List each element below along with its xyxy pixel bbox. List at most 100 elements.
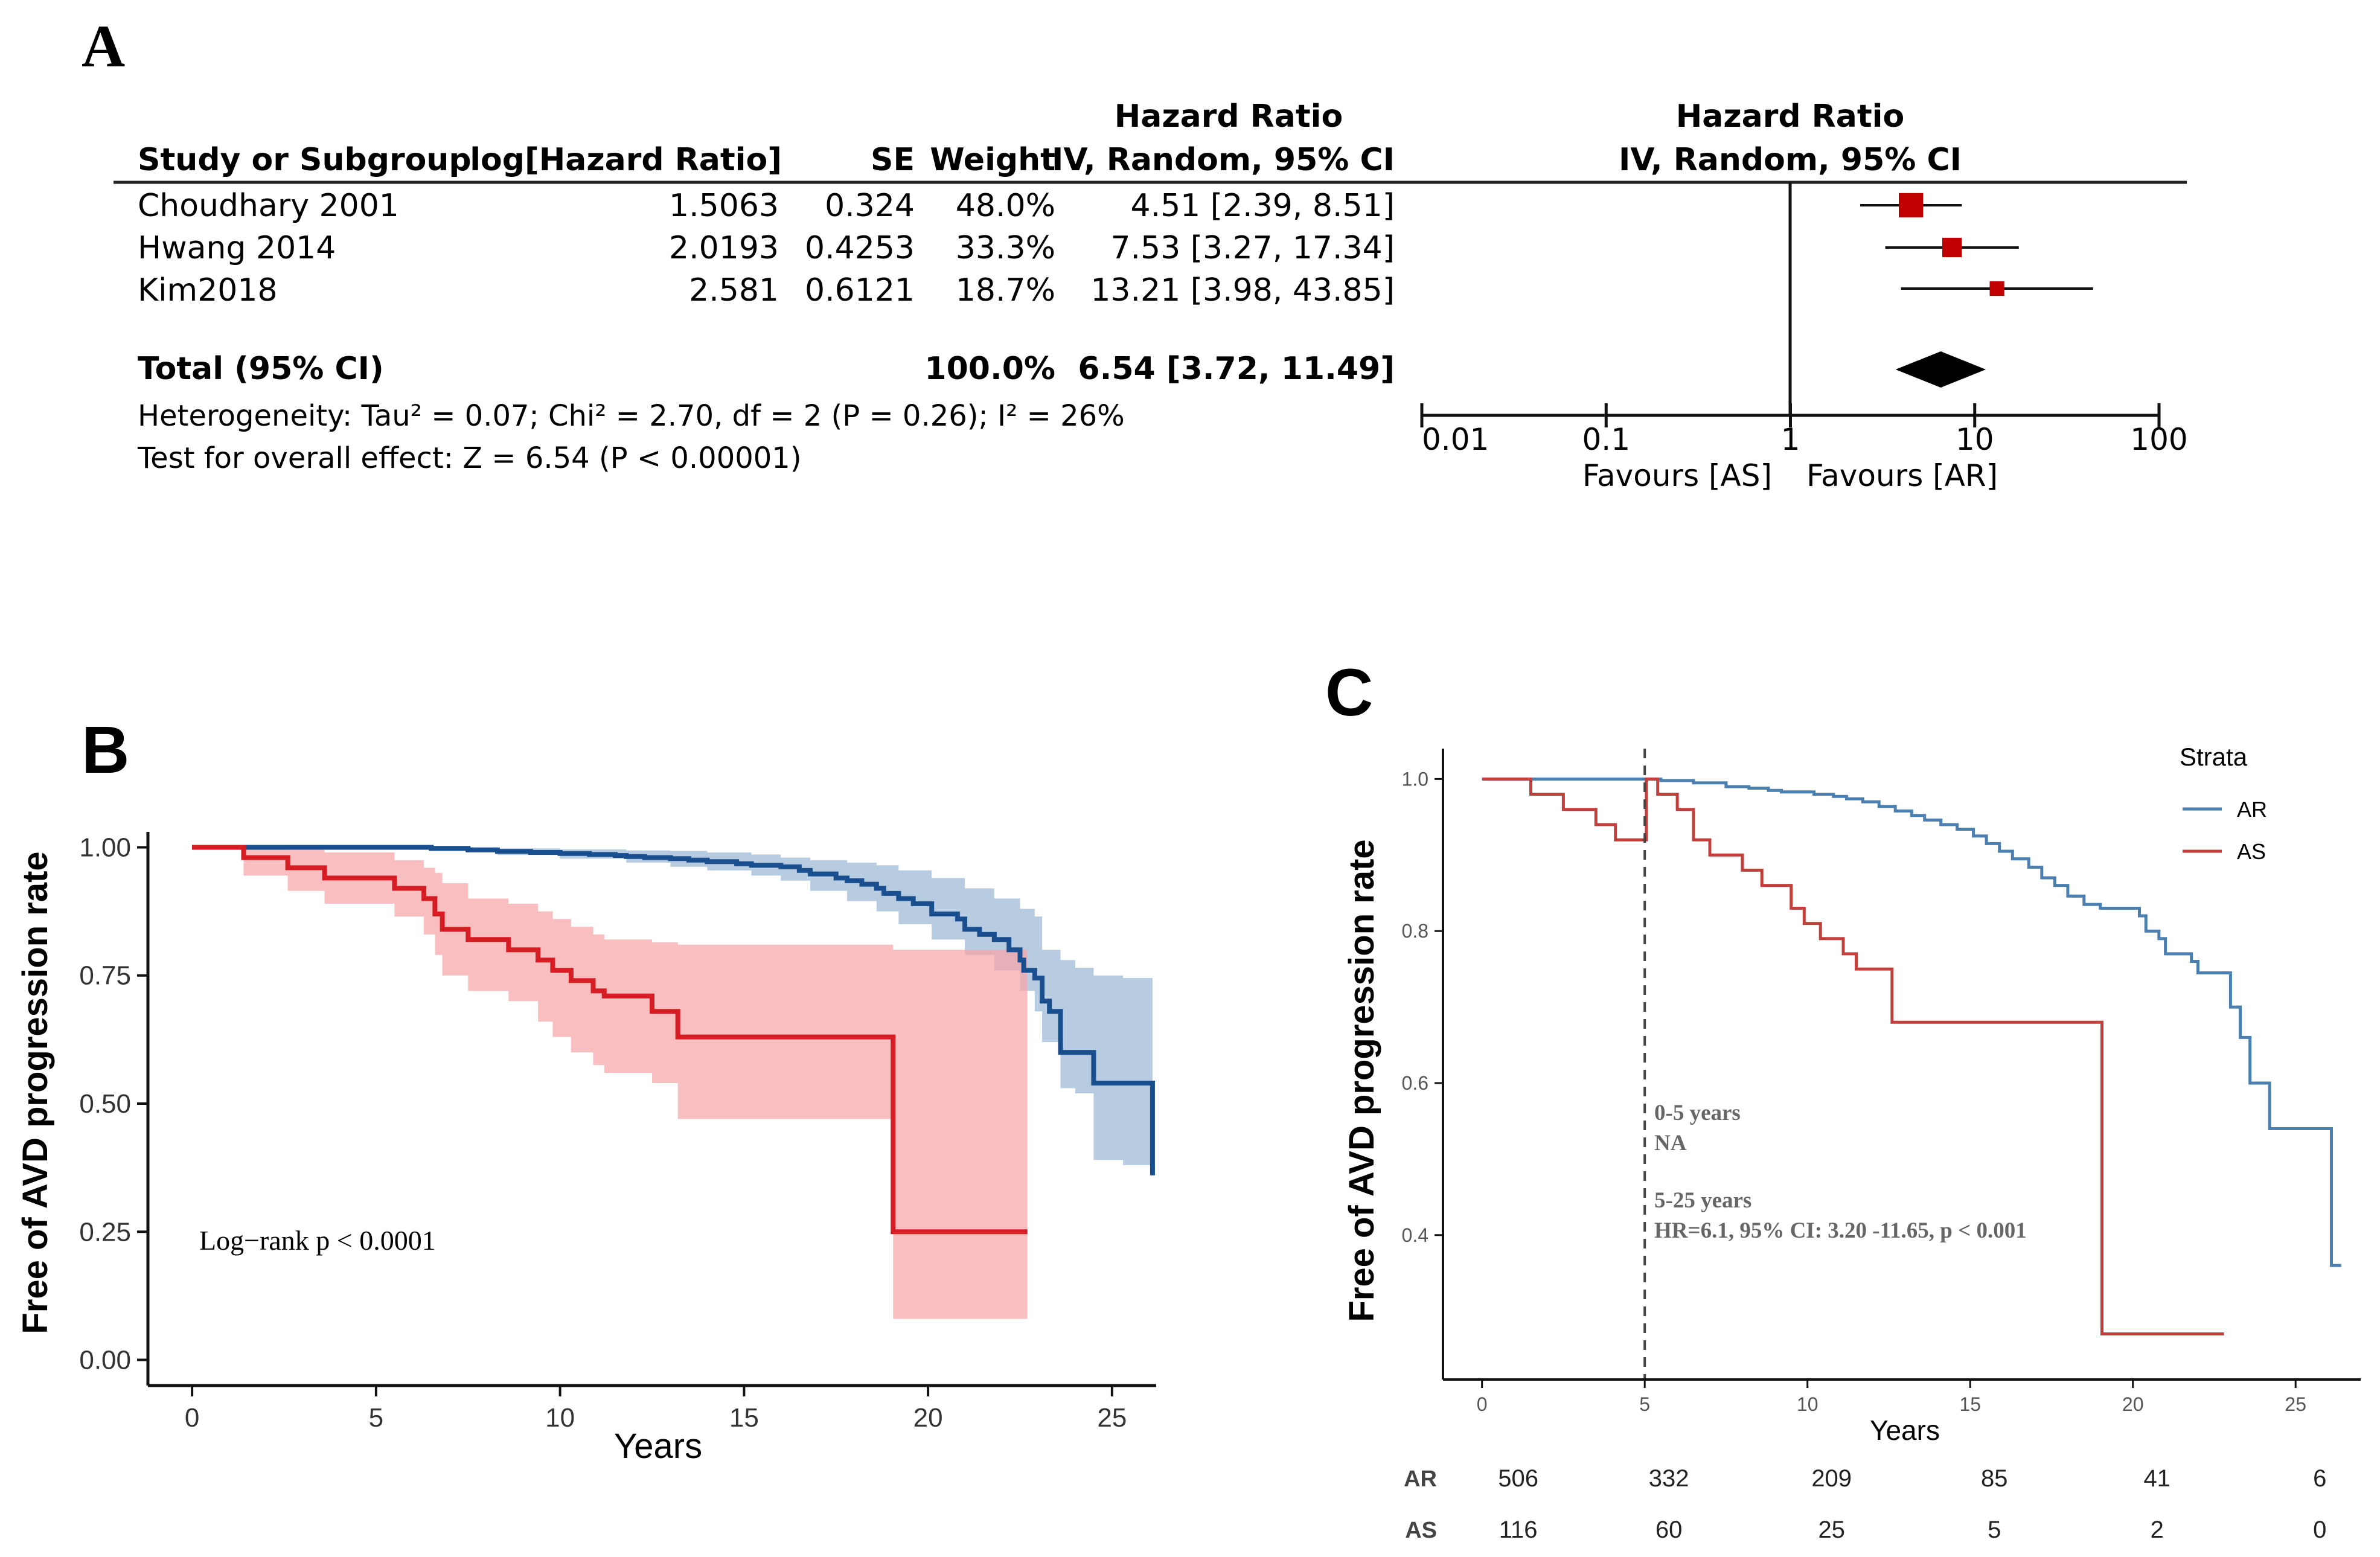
risk-count-as: 116 — [1499, 1517, 1538, 1543]
risk-count-ar: 209 — [1811, 1465, 1852, 1492]
risk-count-ar: 332 — [1649, 1465, 1689, 1492]
risk-count-as: 60 — [1655, 1517, 1683, 1543]
km-curve-ar — [1482, 777, 2341, 1267]
forest-row: Kim2018 2.581 0.6121 18.7% 13.21 [3.98, … — [138, 272, 1395, 309]
hr-group-title-left: Hazard Ratio — [1115, 98, 1343, 135]
c-x-tick-label: 15 — [1959, 1393, 1981, 1415]
b-y-tick-label: 1.00 — [79, 833, 131, 862]
study-weight: 48.0% — [956, 188, 1055, 224]
col-header-study: Study or Subgroup — [138, 142, 472, 178]
annot-period-1: 0-5 years — [1654, 1101, 1741, 1125]
risk-count-ar: 41 — [2143, 1465, 2170, 1492]
hr-group-title-right: Hazard Ratio — [1676, 98, 1904, 135]
study-weight: 33.3% — [956, 230, 1055, 266]
col-header-loghr: log[Hazard Ratio] — [470, 142, 782, 178]
risk-row-label-as: AS — [1405, 1518, 1437, 1543]
study-name: Choudhary 2001 — [138, 188, 399, 224]
forest-row: Hwang 2014 2.0193 0.4253 33.3% 7.53 [3.2… — [138, 230, 1395, 266]
study-loghr: 2.581 — [689, 272, 779, 309]
c-x-tick-label: 10 — [1797, 1393, 1819, 1415]
b-x-tick-label: 0 — [185, 1403, 199, 1433]
forest-x-tick-label: 1 — [1781, 422, 1800, 457]
col-header-plot-ci: IV, Random, 95% CI — [1619, 142, 1962, 178]
legend-title: Strata — [2180, 743, 2248, 771]
study-loghr: 1.5063 — [669, 188, 779, 224]
c-x-tick-label: 0 — [1477, 1393, 1488, 1415]
study-ci: 7.53 [3.27, 17.34] — [1110, 230, 1395, 266]
c-y-tick-label: 1.0 — [1402, 768, 1428, 790]
col-header-ci: IV, Random, 95% CI — [1052, 142, 1395, 178]
study-se: 0.6121 — [805, 272, 915, 309]
forest-row: Choudhary 2001 1.5063 0.324 48.0% 4.51 [… — [138, 188, 1395, 224]
km-curve-as — [192, 845, 1028, 1235]
c-x-tick-label: 5 — [1639, 1393, 1650, 1415]
b-y-tick-label: 0.75 — [79, 961, 131, 991]
forest-total-row: Total (95% CI) 100.0% 6.54 [3.72, 11.49] — [138, 351, 1395, 387]
km-curve-ar — [192, 845, 1155, 1175]
risk-count-as: 2 — [2151, 1517, 2164, 1543]
b-x-tick-label: 25 — [1097, 1403, 1127, 1433]
total-weight: 100.0% — [924, 351, 1055, 387]
c-y-tick-label: 0.4 — [1402, 1224, 1428, 1246]
c-y-tick-label: 0.6 — [1402, 1072, 1428, 1094]
forest-x-tick-label: 0.01 — [1422, 422, 1489, 457]
total-label: Total (95% CI) — [138, 351, 384, 387]
ci-band-as — [192, 847, 1028, 1319]
b-y-tick-label: 0.00 — [79, 1346, 131, 1375]
c-y-tick-label: 0.8 — [1402, 920, 1428, 942]
km-plot-c: 0 5 10 15 20 250.40.60.81.0 Years Free of AVD… — [1342, 743, 2361, 1543]
annot-hr-1: NA — [1654, 1131, 1687, 1156]
b-x-axis-title: Years — [614, 1427, 702, 1466]
c-x-axis-title: Years — [1870, 1415, 1940, 1446]
logrank-annotation: Log−rank p < 0.0001 — [199, 1225, 436, 1256]
forest-x-tick-label: 10 — [1956, 422, 1994, 457]
study-loghr: 2.0193 — [669, 230, 779, 266]
risk-count-as: 0 — [2313, 1517, 2326, 1543]
risk-count-ar: 506 — [1498, 1465, 1538, 1492]
risk-count-ar: 6 — [2313, 1465, 2326, 1492]
heterogeneity-text: Heterogeneity: Tau² = 0.07; Chi² = 2.70,… — [138, 399, 1125, 433]
km-plot-b: 0 5 10 15 20 25 0.00 0.25 0.50 0.75 1.00 Years Fre… — [16, 832, 1156, 1466]
forest-plot: Hazard Ratio Hazard Ratio Study or Subgr… — [114, 98, 2188, 493]
col-header-weight: Weight — [930, 142, 1055, 178]
c-x-tick-label: 20 — [2122, 1393, 2144, 1415]
b-x-tick-label: 10 — [545, 1403, 575, 1433]
b-y-tick-label: 0.50 — [79, 1089, 131, 1119]
b-x-tick-label: 20 — [913, 1403, 943, 1433]
panel-label-b: B — [82, 713, 129, 787]
overall-effect-text: Test for overall effect: Z = 6.54 (P < 0… — [137, 441, 802, 475]
study-se: 0.324 — [825, 188, 915, 224]
annot-hr-2: HR=6.1, 95% CI: 3.20 -11.65, p < 0.001 — [1654, 1218, 2027, 1243]
b-x-tick-label: 15 — [729, 1403, 759, 1433]
risk-count-ar: 85 — [1981, 1465, 2008, 1492]
panel-label-c: C — [1325, 656, 1373, 730]
risk-count-as: 5 — [1988, 1517, 2001, 1543]
favours-left-label: Favours [AS] — [1582, 458, 1772, 493]
study-ci: 13.21 [3.98, 43.85] — [1090, 272, 1395, 309]
total-diamond — [1895, 351, 1986, 388]
study-hr-box — [1942, 237, 1962, 258]
b-y-axis-title: Free of AVD progression rate — [16, 851, 55, 1334]
study-ci: 4.51 [2.39, 8.51] — [1130, 188, 1395, 224]
study-hr-box — [1898, 193, 1924, 218]
b-y-tick-label: 0.25 — [79, 1217, 131, 1247]
study-hr-box — [1989, 281, 2004, 296]
total-ci: 6.54 [3.72, 11.49] — [1078, 351, 1395, 387]
study-name: Hwang 2014 — [138, 230, 336, 266]
legend-ar-label: AR — [2237, 797, 2267, 822]
study-se: 0.4253 — [805, 230, 915, 266]
km-curve-as — [1482, 777, 2224, 1335]
forest-x-tick-label: 100 — [2130, 422, 2187, 457]
risk-count-as: 25 — [1818, 1517, 1845, 1543]
col-header-se: SE — [871, 142, 915, 178]
study-name: Kim2018 — [138, 272, 278, 309]
annot-period-2: 5-25 years — [1654, 1188, 1751, 1213]
c-x-tick-label: 25 — [2285, 1393, 2306, 1415]
c-y-axis-title: Free of AVD progression rate — [1342, 839, 1381, 1322]
risk-row-label-ar: AR — [1404, 1466, 1437, 1492]
forest-x-tick-label: 0.1 — [1582, 422, 1630, 457]
favours-right-label: Favours [AR] — [1806, 458, 1998, 493]
legend-as-label: AS — [2237, 839, 2266, 864]
panel-label-a: A — [82, 13, 125, 80]
